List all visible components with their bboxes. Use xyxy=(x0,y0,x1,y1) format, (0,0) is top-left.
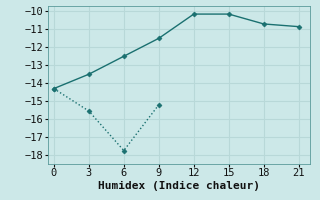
X-axis label: Humidex (Indice chaleur): Humidex (Indice chaleur) xyxy=(98,181,260,191)
